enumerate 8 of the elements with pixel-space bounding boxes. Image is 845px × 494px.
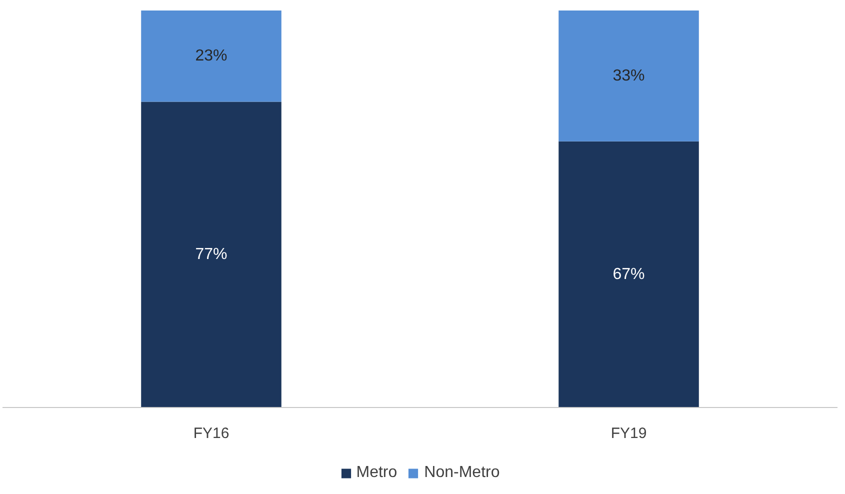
data-label: 67% [612, 266, 645, 283]
x-tick-label: FY16 [193, 425, 230, 442]
data-label: 23% [195, 48, 228, 65]
data-label: 77% [195, 246, 228, 263]
data-label: 33% [612, 67, 645, 84]
legend-label: Metro [356, 464, 398, 482]
legend-label: Non-Metro [424, 464, 500, 482]
x-tick-label: FY19 [610, 425, 647, 442]
